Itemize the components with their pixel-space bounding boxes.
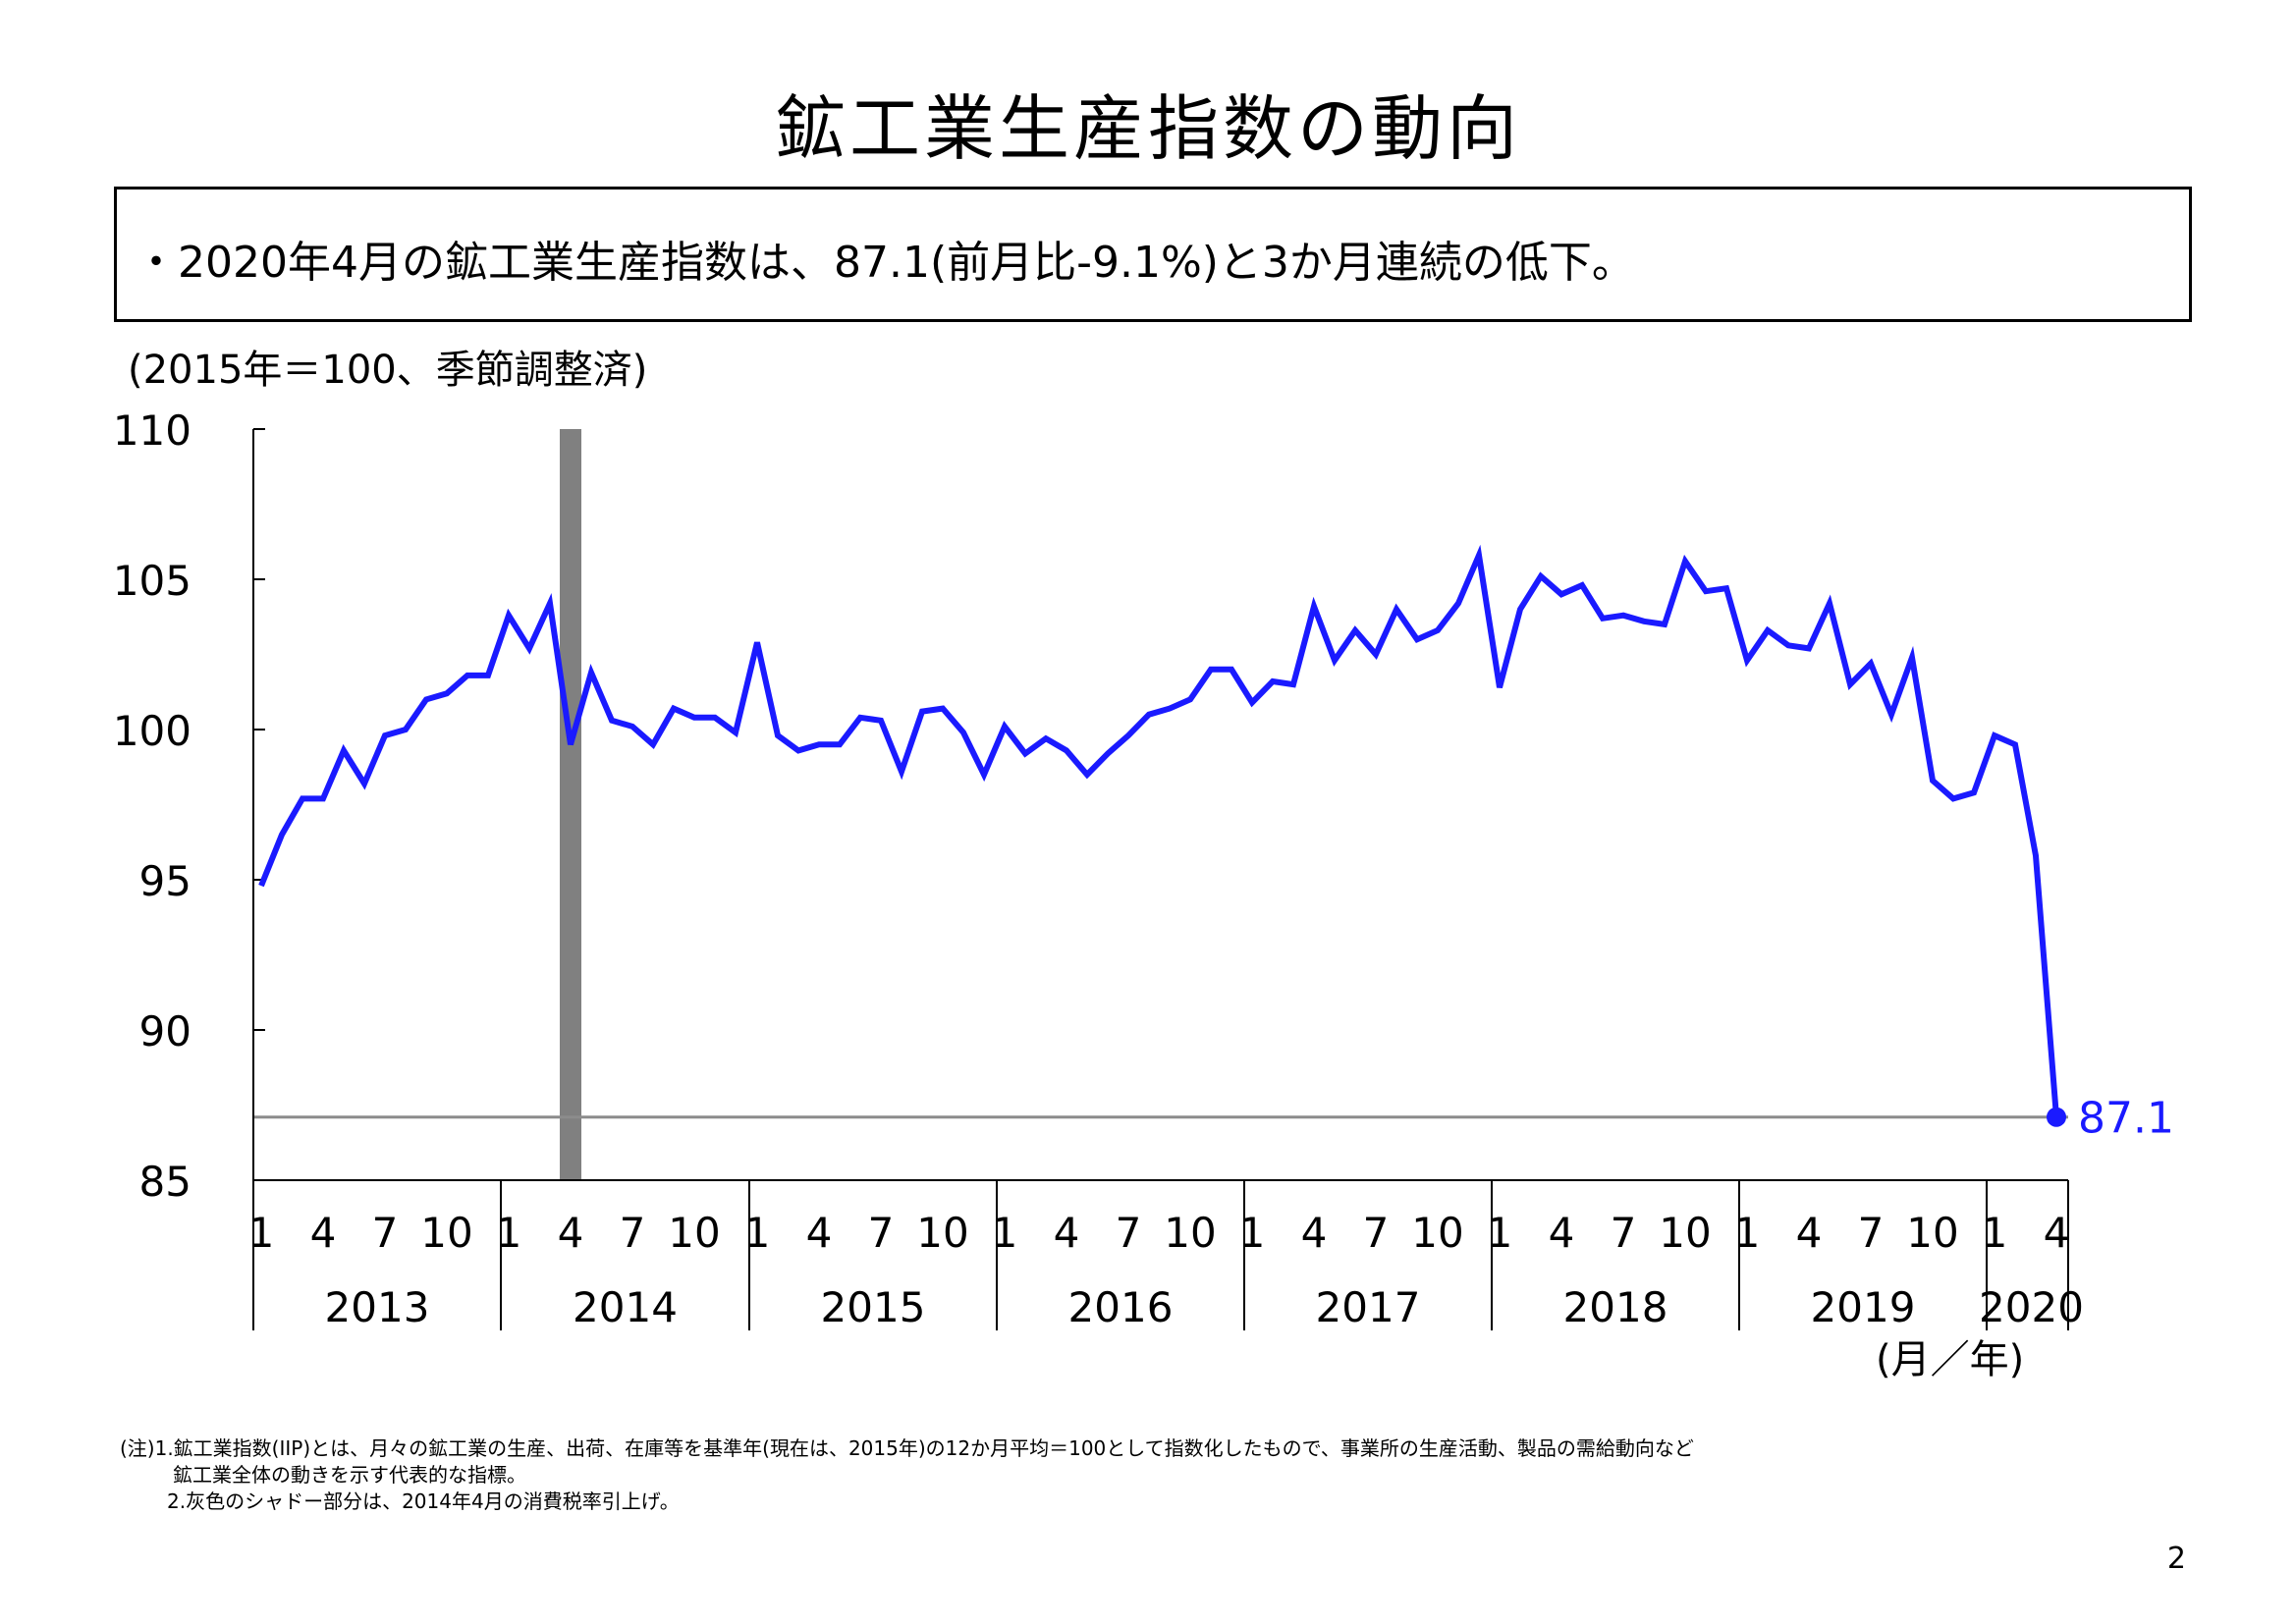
x-month-label: 7 [1858, 1209, 1885, 1257]
x-month-label: 4 [806, 1209, 833, 1257]
x-month-label: 7 [1116, 1209, 1142, 1257]
x-month-label: 1 [1982, 1209, 2008, 1257]
x-month-label: 10 [1906, 1209, 1958, 1257]
x-year-label: 2020 [1979, 1283, 2084, 1331]
x-month-label: 10 [420, 1209, 472, 1257]
x-month-label: 7 [868, 1209, 895, 1257]
summary-box: ・2020年4月の鉱工業生産指数は、87.1(前月比-9.1%)と3か月連続の低… [114, 187, 2192, 322]
x-year-label: 2014 [573, 1283, 678, 1331]
footnote-1: (注)1.鉱工業指数(IIP)とは、月々の鉱工業の生産、出荷、在庫等を基準年(現… [120, 1436, 1694, 1460]
x-month-label: 4 [2044, 1209, 2070, 1257]
x-month-label: 7 [1611, 1209, 1637, 1257]
last-data-point [2047, 1107, 2066, 1127]
x-year-label: 2019 [1811, 1283, 1916, 1331]
x-month-label: 10 [1411, 1209, 1463, 1257]
y-tick-label: 100 [113, 707, 191, 755]
x-month-label: 10 [1659, 1209, 1711, 1257]
x-month-label: 1 [1487, 1209, 1513, 1257]
y-tick-label: 85 [139, 1158, 191, 1206]
last-value-label: 87.1 [2078, 1094, 2174, 1144]
x-month-label: 1 [1239, 1209, 1266, 1257]
x-month-label: 4 [558, 1209, 584, 1257]
page-title: 鉱工業生産指数の動向 [774, 87, 1521, 170]
y-tick-label: 95 [139, 857, 191, 905]
x-month-label: 1 [744, 1209, 771, 1257]
x-month-label: 10 [1164, 1209, 1216, 1257]
footnotes: (注)1.鉱工業指数(IIP)とは、月々の鉱工業の生産、出荷、在庫等を基準年(現… [120, 1435, 1694, 1515]
y-tick-label: 90 [139, 1007, 191, 1056]
y-tick-label: 105 [113, 557, 191, 605]
x-axis-label: (月／年) [1876, 1337, 2024, 1382]
x-month-label: 1 [248, 1209, 275, 1257]
footnote-2: 2.灰色のシャドー部分は、2014年4月の消費税率引上げ。 [167, 1489, 680, 1513]
x-month-label: 4 [1549, 1209, 1575, 1257]
page-number: 2 [2166, 1542, 2186, 1576]
x-month-label: 7 [1363, 1209, 1390, 1257]
x-month-label: 4 [1301, 1209, 1328, 1257]
x-month-label: 10 [916, 1209, 968, 1257]
footnote-1-continued: 鉱工業全体の動きを示す代表的な指標。 [173, 1463, 526, 1487]
x-month-label: 4 [1796, 1209, 1823, 1257]
x-year-label: 2018 [1563, 1283, 1668, 1331]
x-month-label: 10 [668, 1209, 720, 1257]
shaded-period [560, 429, 581, 1180]
x-month-label: 7 [620, 1209, 646, 1257]
x-year-label: 2017 [1316, 1283, 1421, 1331]
x-month-label: 1 [1734, 1209, 1761, 1257]
x-month-label: 1 [992, 1209, 1018, 1257]
x-year-label: 2013 [325, 1283, 430, 1331]
series-line [258, 544, 2059, 1117]
x-month-label: 7 [372, 1209, 399, 1257]
y-tick-label: 110 [113, 406, 191, 455]
x-year-label: 2015 [821, 1283, 926, 1331]
y-axis-label: (2015年＝100、季節調整済) [128, 348, 647, 393]
summary-text: ・2020年4月の鉱工業生産指数は、87.1(前月比-9.1%)と3か月連続の低… [135, 238, 1635, 288]
x-month-label: 1 [496, 1209, 522, 1257]
x-year-label: 2016 [1068, 1283, 1174, 1331]
x-month-label: 4 [1054, 1209, 1080, 1257]
x-month-label: 4 [310, 1209, 337, 1257]
